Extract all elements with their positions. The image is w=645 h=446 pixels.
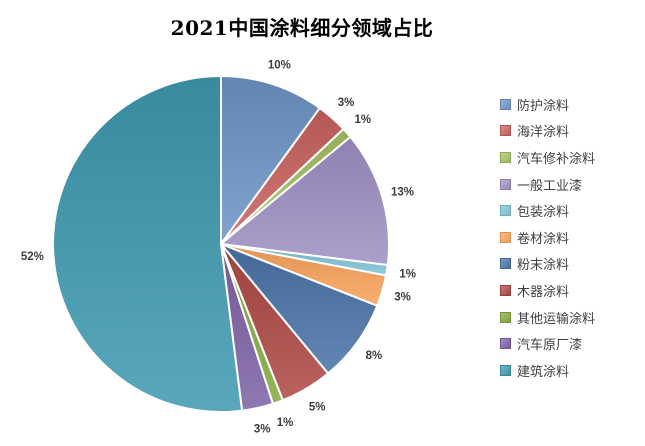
legend-swatch bbox=[500, 311, 511, 323]
legend-item: 包装涂料 bbox=[500, 197, 595, 224]
legend-item: 卷材涂料 bbox=[500, 224, 595, 251]
legend-label: 建筑涂料 bbox=[517, 363, 570, 379]
legend-item: 防护涂料 bbox=[500, 91, 595, 118]
legend-label: 粉末涂料 bbox=[517, 257, 570, 273]
slice-percent-label: 1% bbox=[354, 114, 371, 126]
legend-swatch bbox=[500, 98, 511, 110]
legend-item: 一般工业漆 bbox=[500, 171, 595, 198]
pie-slice bbox=[52, 75, 244, 413]
legend-swatch bbox=[500, 231, 511, 243]
slice-percent-label: 3% bbox=[254, 423, 271, 435]
legend-swatch bbox=[500, 364, 511, 376]
legend-swatch bbox=[500, 258, 511, 270]
legend-label: 其他运输涂料 bbox=[517, 310, 596, 326]
slice-percent-label: 8% bbox=[366, 350, 383, 362]
legend-label: 一般工业漆 bbox=[517, 177, 583, 193]
legend-label: 海洋涂料 bbox=[517, 124, 570, 140]
legend-swatch bbox=[500, 205, 511, 217]
slice-percent-label: 1% bbox=[399, 269, 416, 281]
legend-label: 木器涂料 bbox=[517, 283, 570, 299]
slice-percent-label: 10% bbox=[268, 59, 291, 71]
slice-percent-label: 3% bbox=[338, 97, 355, 109]
legend-item: 建筑涂料 bbox=[500, 357, 595, 384]
legend-swatch bbox=[500, 151, 511, 163]
legend-label: 汽车修补涂料 bbox=[517, 150, 596, 166]
slice-percent-label: 5% bbox=[309, 402, 326, 414]
chart-legend: 防护涂料海洋涂料汽车修补涂料 一般工业漆包装涂料卷材涂料粉末涂料木器涂料其他运输涂… bbox=[500, 91, 595, 384]
slice-percent-label: 52% bbox=[21, 251, 44, 263]
legend-item: 海洋涂料 bbox=[500, 118, 595, 145]
legend-swatch bbox=[500, 338, 511, 350]
chart-title: 2021中国涂料细分领域占比 bbox=[170, 16, 434, 40]
legend-swatch bbox=[500, 178, 511, 190]
legend-item: 木器涂料 bbox=[500, 277, 595, 304]
legend-label: 卷材涂料 bbox=[517, 230, 570, 246]
pie-slice bbox=[220, 135, 391, 267]
slice-percent-label: 13% bbox=[391, 186, 414, 198]
legend-label: 防护涂料 bbox=[517, 97, 570, 113]
legend-swatch bbox=[500, 125, 511, 137]
legend-item: 汽车原厂漆 bbox=[500, 330, 595, 357]
pie-slice bbox=[220, 75, 321, 245]
legend-item: 粉末涂料 bbox=[500, 251, 595, 278]
legend-swatch bbox=[500, 284, 511, 296]
legend-label: 包装涂料 bbox=[517, 204, 570, 220]
legend-item: 其他运输涂料 bbox=[500, 304, 595, 331]
legend-item: 汽车修补涂料 bbox=[500, 144, 595, 171]
slice-percent-label: 3% bbox=[394, 292, 411, 304]
legend-label: 汽车原厂漆 bbox=[517, 337, 583, 353]
slice-percent-label: 1% bbox=[277, 417, 294, 429]
